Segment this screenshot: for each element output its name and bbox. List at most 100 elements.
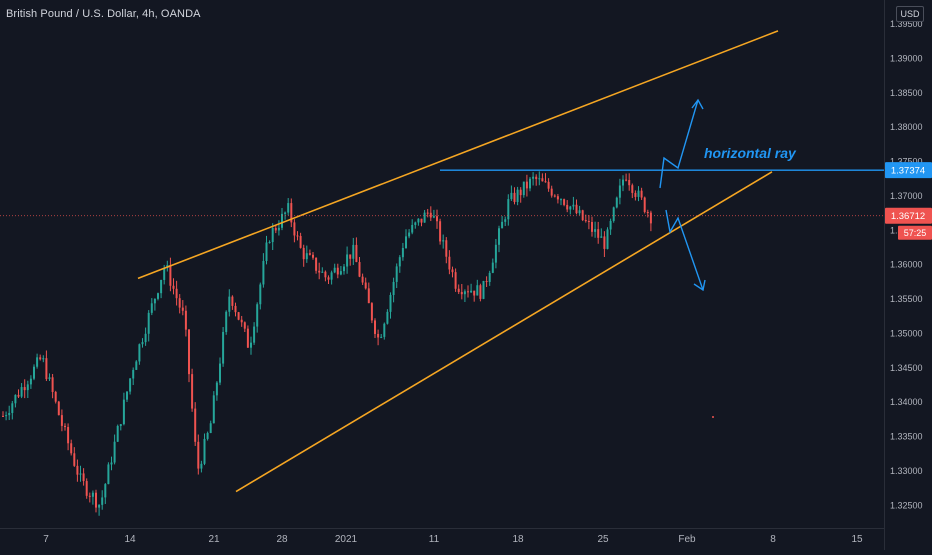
candle-body bbox=[5, 415, 8, 417]
candle-body bbox=[287, 203, 290, 213]
candle-body bbox=[361, 276, 364, 283]
candle-body bbox=[414, 222, 417, 225]
candle-body bbox=[104, 484, 107, 498]
price-tick: 1.35000 bbox=[890, 328, 923, 338]
candle-body bbox=[116, 425, 119, 442]
candle-body bbox=[560, 199, 562, 201]
candle-body bbox=[488, 272, 491, 282]
candle-body bbox=[649, 212, 652, 224]
candle-body bbox=[20, 387, 23, 397]
candle-body bbox=[8, 412, 11, 416]
time-tick: 18 bbox=[512, 534, 524, 545]
price-tick: 1.36000 bbox=[890, 260, 923, 270]
arrow-down-head-icon bbox=[693, 279, 706, 292]
price-axis[interactable] bbox=[884, 0, 932, 550]
candle-body bbox=[594, 229, 597, 232]
candle-body bbox=[113, 441, 116, 463]
time-tick: 11 bbox=[429, 534, 440, 545]
candle-body bbox=[101, 497, 104, 505]
symbol-title[interactable]: British Pound / U.S. Dollar, 4h, OANDA bbox=[6, 8, 201, 20]
candle-body bbox=[529, 178, 531, 189]
candle-body bbox=[48, 377, 51, 380]
candle-body bbox=[243, 322, 246, 329]
candle-body bbox=[631, 185, 634, 193]
candle-body bbox=[634, 192, 637, 197]
price-tick: 1.37500 bbox=[890, 157, 923, 167]
candle-body bbox=[67, 427, 70, 444]
price-tick: 1.37000 bbox=[890, 191, 923, 201]
currency-button[interactable]: USD bbox=[896, 6, 924, 22]
candle-body bbox=[200, 463, 203, 469]
candle-body bbox=[157, 293, 159, 299]
ray-label: horizontal ray bbox=[704, 145, 797, 161]
candle-body bbox=[408, 232, 411, 237]
candle-body bbox=[54, 391, 57, 402]
candle-body bbox=[299, 235, 302, 248]
candle-body bbox=[197, 441, 200, 469]
time-tick: 28 bbox=[276, 534, 288, 545]
candle-body bbox=[39, 357, 42, 360]
candle-body bbox=[643, 197, 646, 212]
candle-body bbox=[566, 204, 569, 210]
candle-body bbox=[609, 220, 612, 230]
candle-body bbox=[178, 298, 181, 308]
last-price-badge-bg bbox=[885, 207, 932, 224]
candle-body bbox=[439, 221, 442, 242]
candle-body bbox=[370, 303, 373, 321]
candle-body bbox=[597, 229, 600, 238]
candle-body bbox=[274, 228, 277, 231]
candle-body bbox=[569, 206, 572, 210]
candle-body bbox=[73, 453, 76, 466]
candle-body bbox=[312, 254, 314, 258]
candle-body bbox=[603, 236, 606, 249]
candle-body bbox=[215, 382, 218, 396]
candle-body bbox=[150, 303, 153, 313]
time-axis[interactable] bbox=[0, 528, 884, 551]
candle-body bbox=[327, 277, 330, 280]
candle-body bbox=[240, 319, 243, 323]
candle-body bbox=[364, 282, 367, 289]
bullish-scenario-arrow bbox=[659, 99, 699, 189]
candle-body bbox=[522, 181, 525, 196]
candle-body bbox=[420, 218, 423, 223]
candle-body bbox=[163, 268, 166, 280]
candle-body bbox=[504, 219, 507, 222]
candle-body bbox=[501, 221, 504, 229]
candle-body bbox=[615, 197, 618, 208]
candle-body bbox=[398, 257, 401, 267]
time-tick: 25 bbox=[597, 534, 609, 545]
candle-body bbox=[423, 212, 426, 223]
candle-body bbox=[144, 333, 147, 343]
candle-body bbox=[138, 344, 141, 362]
candle-body bbox=[315, 257, 318, 271]
candle-body bbox=[575, 204, 578, 214]
candle-body bbox=[206, 432, 209, 439]
candle-body bbox=[392, 281, 395, 295]
candle-body bbox=[141, 342, 144, 345]
candle-body bbox=[532, 176, 535, 179]
candles bbox=[2, 171, 652, 516]
candle-body bbox=[191, 374, 194, 409]
marker-dot bbox=[712, 416, 714, 418]
candle-body bbox=[126, 391, 128, 400]
candle-body bbox=[45, 358, 48, 380]
candle-body bbox=[237, 312, 240, 320]
candle-body bbox=[470, 290, 473, 293]
candle-body bbox=[234, 305, 237, 313]
candle-body bbox=[253, 326, 256, 343]
candle-body bbox=[231, 296, 234, 306]
price-tick: 1.35500 bbox=[890, 294, 923, 304]
time-tick: 7 bbox=[43, 534, 49, 545]
candle-body bbox=[386, 311, 389, 324]
candle-body bbox=[110, 462, 113, 465]
candle-body bbox=[467, 291, 469, 293]
last-price-badge: 1.36712 bbox=[891, 211, 925, 222]
drawings[interactable]: horizontal ray 1.37374 1.36712 57:25 bbox=[0, 30, 932, 493]
candle-body bbox=[479, 285, 482, 299]
candle-body bbox=[578, 210, 581, 214]
candle-body bbox=[36, 357, 39, 367]
candle-body bbox=[436, 216, 438, 222]
candle-body bbox=[485, 280, 488, 282]
